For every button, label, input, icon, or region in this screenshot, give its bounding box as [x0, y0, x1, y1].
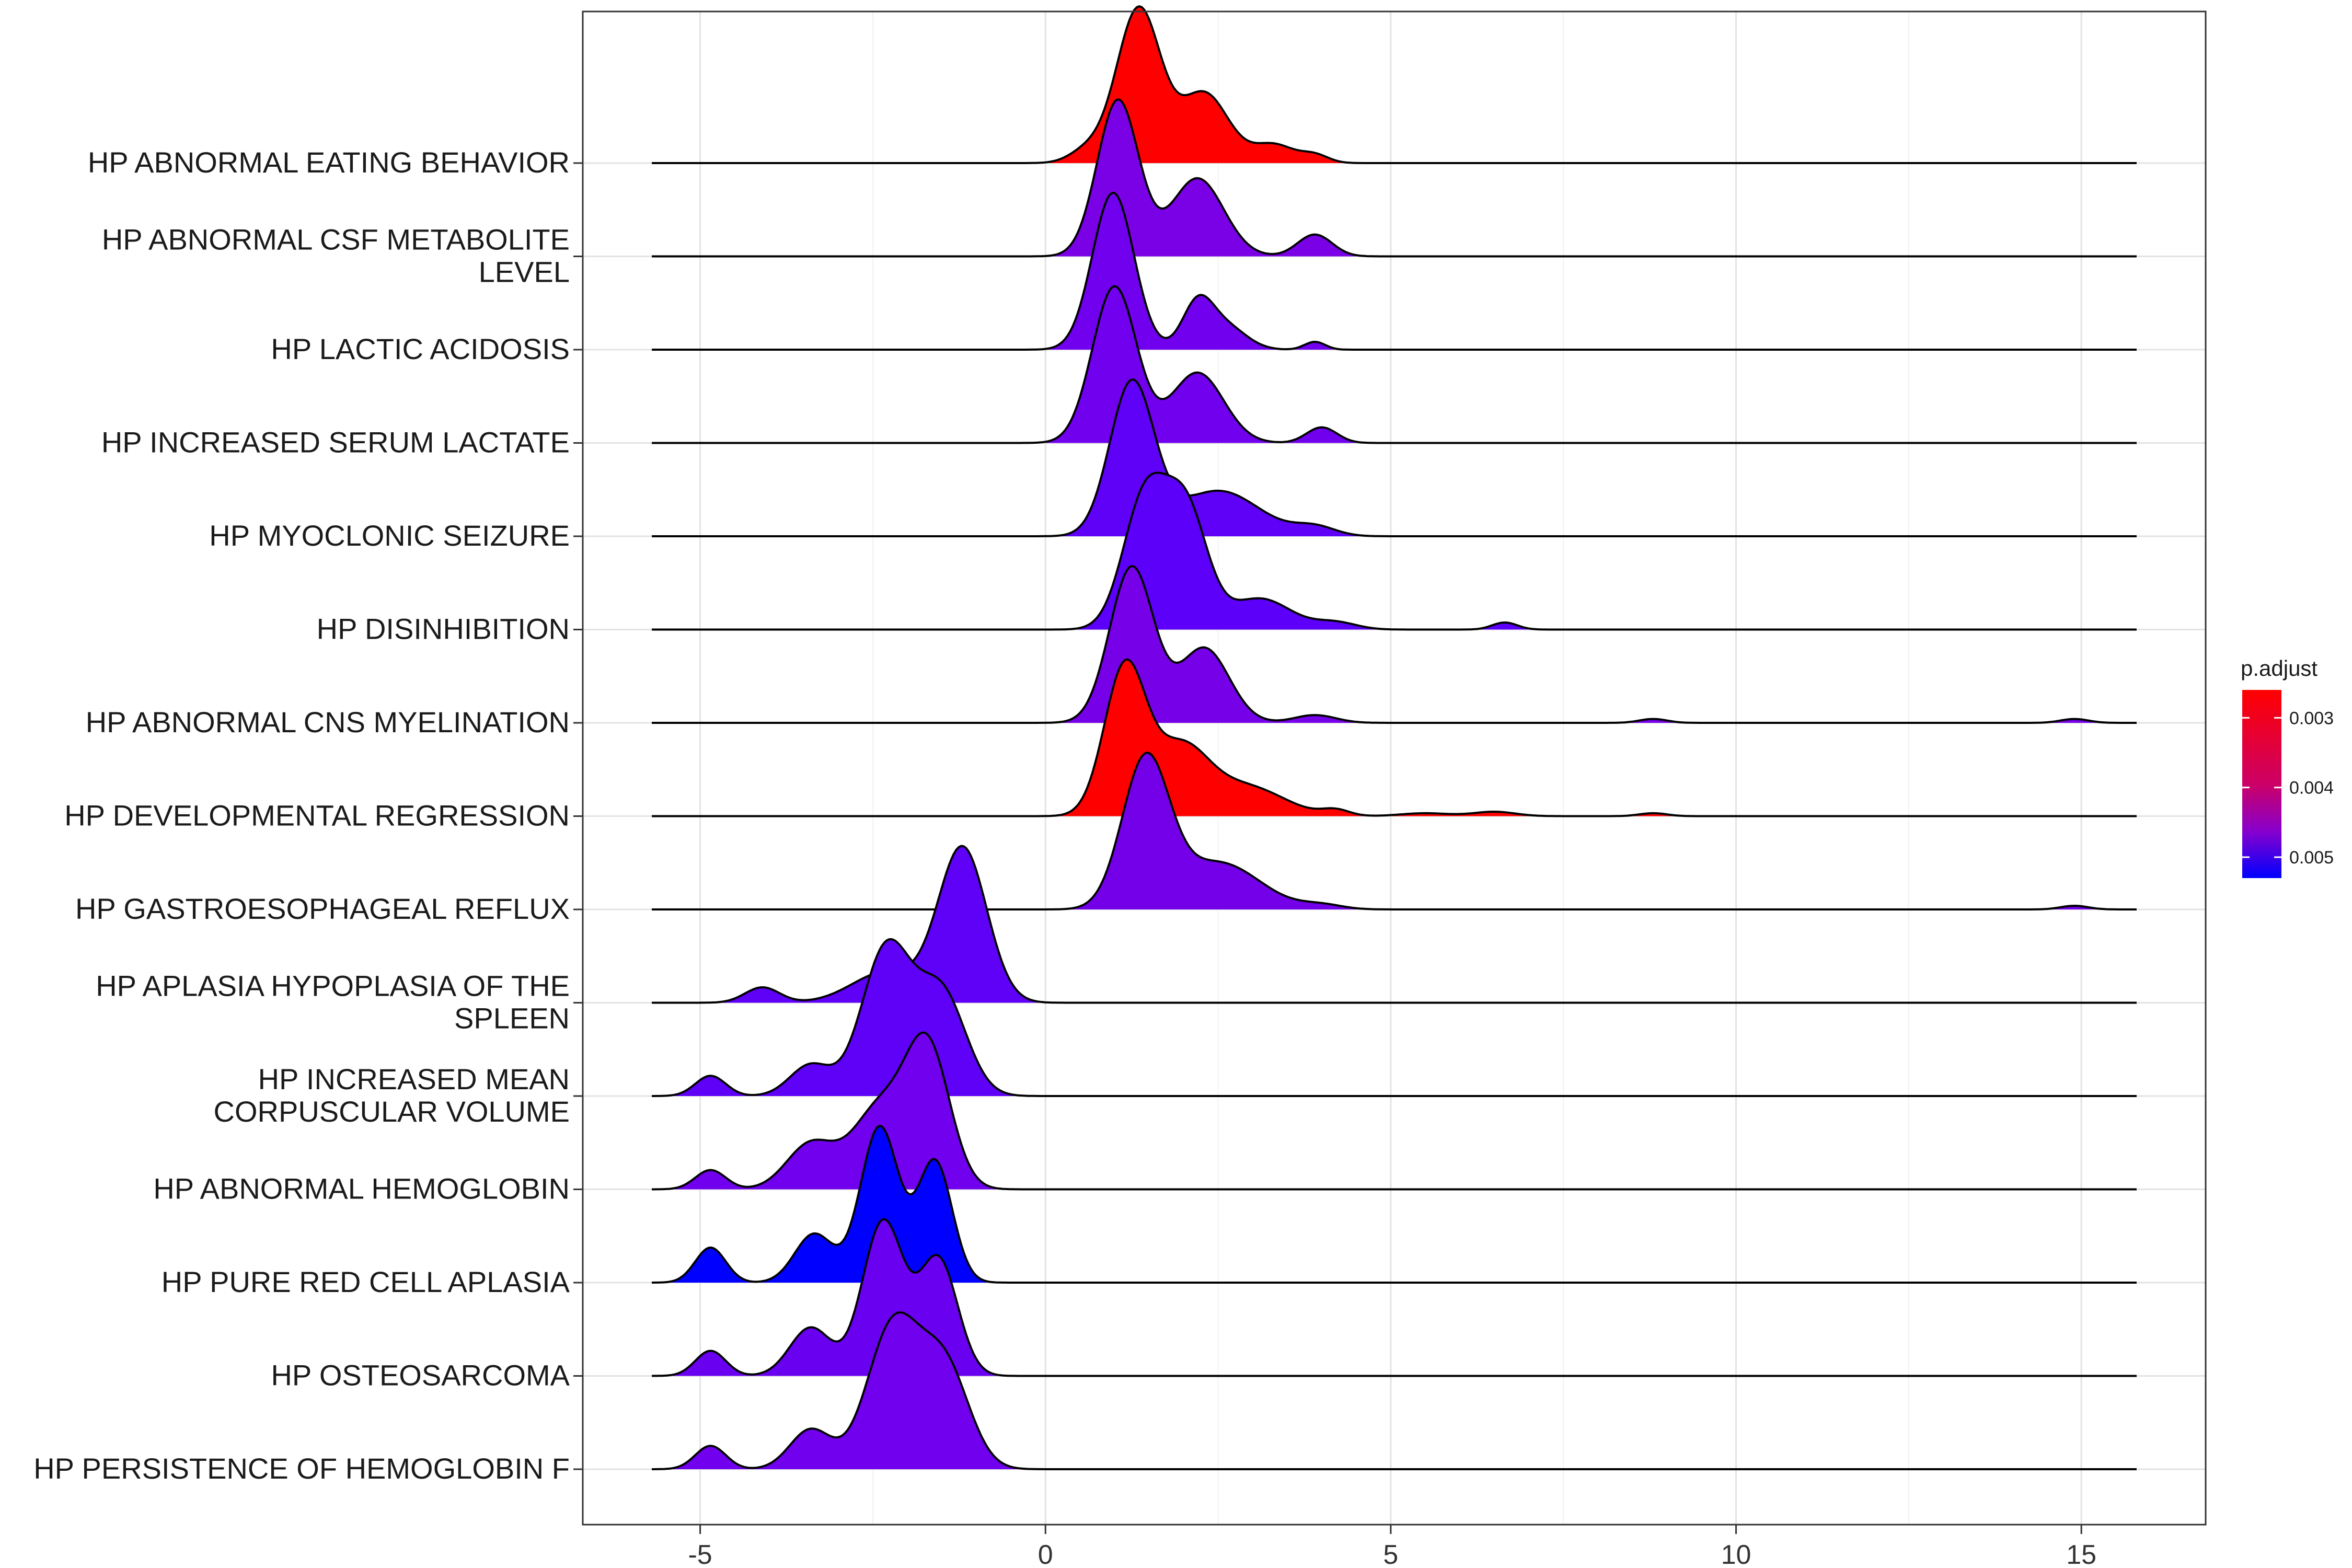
category-label: HP INCREASED MEAN [258, 1063, 570, 1096]
legend-tick-label: 0.005 [2289, 848, 2334, 868]
x-tick-label: 5 [1383, 1540, 1398, 1568]
panel-border [582, 10, 2207, 1526]
grid-lines [583, 11, 2206, 1525]
ridge-fill [652, 286, 2137, 443]
ridge-outline [652, 658, 2137, 817]
x-axis: -5 0 5 10 15 [688, 1525, 2096, 1568]
ridge-outline [652, 378, 2137, 537]
category-label: HP PERSISTENCE OF HEMOGLOBIN F [33, 1452, 570, 1485]
ridge-outline [652, 192, 2137, 351]
category-label: HP MYOCLONIC SEIZURE [209, 519, 570, 552]
ridge-fill [652, 99, 2137, 257]
ridge-outline [652, 98, 2137, 258]
ridge-outline [652, 1218, 2137, 1377]
category-labels: HP ABNORMAL EATING BEHAVIOR HP ABNORMAL C… [33, 146, 583, 1485]
category-label: LEVEL [479, 256, 570, 289]
x-tick-label: 15 [2066, 1540, 2096, 1568]
ridge-outline [652, 1031, 2137, 1191]
category-label: HP LACTIC ACIDOSIS [271, 332, 570, 365]
legend-title: p.adjust [2241, 656, 2318, 681]
category-label: SPLEEN [454, 1002, 570, 1035]
ridge-fill [652, 193, 2137, 350]
legend-tick-label: 0.004 [2289, 778, 2334, 798]
legend-ticks: 0.003 0.004 0.005 [2242, 708, 2334, 868]
ridge-fill [652, 379, 2137, 536]
ridge-outline [652, 938, 2137, 1097]
legend-tick-label: 0.003 [2289, 708, 2334, 728]
ridge-fill [652, 659, 2137, 816]
ridge-outline [652, 752, 2137, 910]
ridge-outline [652, 471, 2137, 631]
legend-colorbar [2242, 690, 2281, 878]
x-tick-label: 10 [1721, 1540, 1751, 1568]
ridge-fill [652, 6, 2137, 163]
ridge-fill [652, 1219, 2137, 1376]
ridge-fill [652, 1126, 2137, 1283]
category-label: HP APLASIA HYPOPLASIA OF THE [96, 970, 570, 1002]
legend: p.adjust 0.003 0.004 0.005 [2241, 656, 2334, 878]
ridge-fill [652, 939, 2137, 1096]
ridge-fill [652, 1312, 2137, 1469]
category-label: CORPUSCULAR VOLUME [214, 1095, 570, 1128]
ridges [652, 5, 2137, 1470]
ridge-fill [652, 846, 2137, 1003]
category-label: HP PURE RED CELL APLASIA [162, 1265, 570, 1298]
ridge-outline [652, 5, 2137, 164]
ridge-outline [652, 285, 2137, 444]
category-label: HP DISINHIBITION [317, 613, 570, 645]
category-label: HP INCREASED SERUM LACTATE [101, 426, 570, 459]
ridge-outline [652, 565, 2137, 724]
x-tick-label: 0 [1038, 1540, 1053, 1568]
category-label: HP ABNORMAL EATING BEHAVIOR [88, 146, 570, 179]
ridge-fill [652, 1032, 2137, 1190]
category-label: HP ABNORMAL CSF METABOLITE [102, 223, 570, 256]
category-label: HP DEVELOPMENTAL REGRESSION [64, 799, 570, 832]
ridge-fill [652, 753, 2137, 909]
category-label: HP ABNORMAL CNS MYELINATION [86, 706, 570, 739]
category-label: HP ABNORMAL HEMOGLOBIN [153, 1172, 570, 1205]
ridge-fill [652, 566, 2137, 723]
category-label: HP GASTROESOPHAGEAL REFLUX [75, 892, 570, 925]
category-label: HP OSTEOSARCOMA [271, 1359, 570, 1392]
x-tick-label: -5 [688, 1540, 712, 1568]
ridge-outline [652, 1125, 2137, 1284]
ridge-fill [652, 472, 2137, 630]
ridge-outline [652, 1311, 2137, 1470]
